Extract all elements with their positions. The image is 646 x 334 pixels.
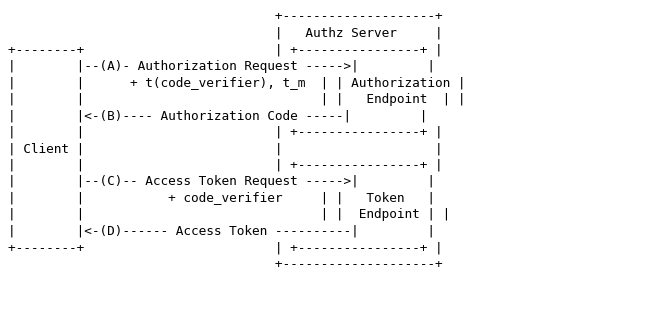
Text: +--------------------+
                                   |   Authz Server     |: +--------------------+ | Authz Server |	[8, 10, 465, 271]
